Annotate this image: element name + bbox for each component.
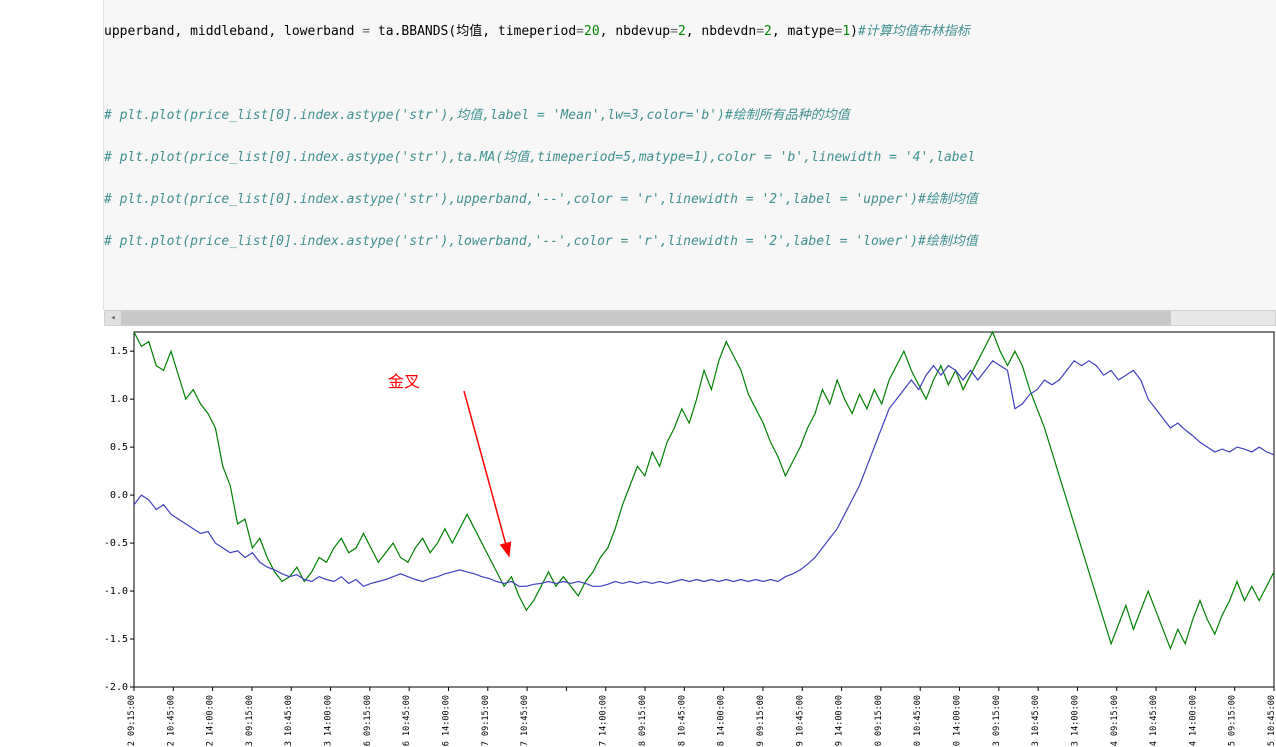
output-chart: -2.0 -1.5 -1.0 -0.5 0.0 0.5 1.0 1.5 1-12 09:15:0…: [104, 326, 1276, 747]
svg-text:-1.0: -1.0: [104, 586, 128, 597]
code-cell[interactable]: upperband, middleband, lowerband = ta.BB…: [104, 0, 1276, 310]
horizontal-scrollbar[interactable]: ◂: [104, 310, 1276, 326]
svg-text:1-12 09:15:00: 1-12 09:15:00: [127, 695, 137, 747]
svg-text:-1.5: -1.5: [104, 634, 128, 645]
svg-text:1-16 09:15:00: 1-16 09:15:00: [363, 695, 373, 747]
svg-text:1-20 09:15:00: 1-20 09:15:00: [874, 695, 884, 747]
scroll-track[interactable]: [121, 311, 1275, 325]
scroll-thumb[interactable]: [121, 311, 1171, 325]
svg-text:1-16 10:45:00: 1-16 10:45:00: [402, 695, 412, 747]
svg-text:1-19 14:00:00: 1-19 14:00:00: [835, 695, 845, 747]
svg-text:1-16 14:00:00: 1-16 14:00:00: [441, 695, 451, 747]
svg-text:1-25 10:45:00: 1-25 10:45:00: [1267, 695, 1276, 747]
svg-text:0.5: 0.5: [110, 442, 128, 453]
comment-line: # plt.plot(price_list[0].index.astype('s…: [104, 192, 978, 207]
svg-text:1-23 14:00:00: 1-23 14:00:00: [1070, 695, 1080, 747]
svg-text:1-25 09:15:00: 1-25 09:15:00: [1228, 695, 1238, 747]
svg-text:1-12 14:00:00: 1-12 14:00:00: [206, 695, 216, 747]
svg-text:1-17 14:00:00: 1-17 14:00:00: [599, 695, 609, 747]
line-chart-svg: -2.0 -1.5 -1.0 -0.5 0.0 0.5 1.0 1.5 1-12 09:15:0…: [104, 326, 1276, 747]
svg-text:1-24 14:00:00: 1-24 14:00:00: [1188, 695, 1198, 747]
code-text: upperband, middleband, lowerband: [104, 24, 362, 39]
svg-text:1-23 09:15:00: 1-23 09:15:00: [992, 695, 1002, 747]
svg-text:0.0: 0.0: [110, 490, 128, 501]
svg-text:1-19 09:15:00: 1-19 09:15:00: [756, 695, 766, 747]
svg-text:1-20 14:00:00: 1-20 14:00:00: [953, 695, 963, 747]
svg-text:1-17 09:15:00: 1-17 09:15:00: [481, 695, 491, 747]
svg-text:1-24 10:45:00: 1-24 10:45:00: [1149, 695, 1159, 747]
svg-text:1-18 14:00:00: 1-18 14:00:00: [717, 695, 727, 747]
gutter: [0, 0, 104, 310]
svg-text:1-20 10:45:00: 1-20 10:45:00: [913, 695, 923, 747]
svg-text:1-13 09:15:00: 1-13 09:15:00: [245, 695, 255, 747]
svg-text:-2.0: -2.0: [104, 682, 128, 693]
svg-text:1-17 10:45:00: 1-17 10:45:00: [520, 695, 530, 747]
annotation-label: 金叉: [388, 368, 420, 392]
svg-text:-0.5: -0.5: [104, 538, 128, 549]
svg-text:1-23 10:45:00: 1-23 10:45:00: [1031, 695, 1041, 747]
svg-text:1-13 10:45:00: 1-13 10:45:00: [284, 695, 294, 747]
svg-text:1-13 14:00:00: 1-13 14:00:00: [324, 695, 334, 747]
svg-text:1-12 10:45:00: 1-12 10:45:00: [166, 695, 176, 747]
comment-line: # plt.plot(price_list[0].index.astype('s…: [104, 108, 850, 123]
comment-line: # plt.plot(price_list[0].index.astype('s…: [104, 234, 978, 249]
svg-text:1-19 10:45:00: 1-19 10:45:00: [795, 695, 805, 747]
svg-text:1.0: 1.0: [110, 394, 128, 405]
scroll-left-icon[interactable]: ◂: [105, 311, 121, 325]
comment-line: # plt.plot(price_list[0].index.astype('s…: [104, 150, 975, 165]
svg-text:1-18 09:15:00: 1-18 09:15:00: [638, 695, 648, 747]
svg-text:1.5: 1.5: [110, 346, 128, 357]
svg-text:1-24 09:15:00: 1-24 09:15:00: [1110, 695, 1120, 747]
svg-text:1-18 10:45:00: 1-18 10:45:00: [677, 695, 687, 747]
